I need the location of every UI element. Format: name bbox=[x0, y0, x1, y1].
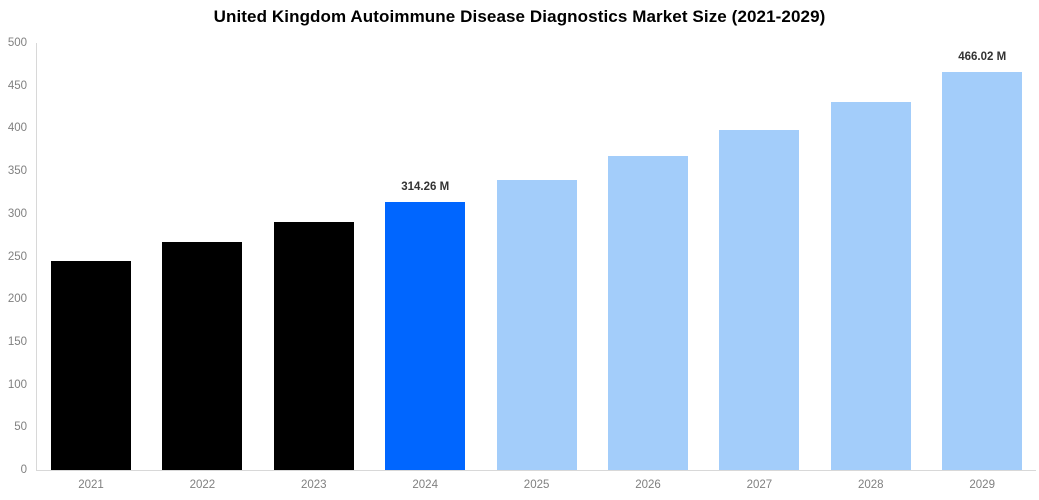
x-tick-label-2023: 2023 bbox=[301, 479, 327, 491]
bar-2025 bbox=[496, 180, 577, 470]
y-tick-label: 50 bbox=[14, 421, 27, 434]
bar-2029 bbox=[942, 72, 1023, 470]
y-tick-label: 150 bbox=[7, 335, 27, 348]
x-tick-label-2029: 2029 bbox=[969, 479, 995, 491]
x-tick-label-2025: 2025 bbox=[523, 479, 550, 491]
bar-2026 bbox=[608, 156, 688, 470]
bar-2021 bbox=[51, 261, 131, 470]
bar-2022 bbox=[162, 242, 243, 470]
y-tick-label: 100 bbox=[7, 378, 27, 391]
x-tick-label-2021: 2021 bbox=[78, 479, 104, 491]
y-tick-label: 400 bbox=[7, 122, 27, 135]
y-axis-line bbox=[36, 43, 37, 470]
chart-title: United Kingdom Autoimmune Disease Diagno… bbox=[213, 7, 826, 26]
y-tick-label: 250 bbox=[7, 250, 27, 263]
bar-value-label-2029: 466.02 M bbox=[958, 51, 1007, 63]
y-tick-label: 500 bbox=[7, 37, 27, 49]
y-tick-label: 300 bbox=[7, 207, 27, 220]
y-tick-label: 200 bbox=[7, 293, 27, 306]
y-tick-label: 0 bbox=[20, 464, 27, 476]
x-tick-label-2022: 2022 bbox=[189, 479, 216, 491]
y-tick-label: 350 bbox=[7, 165, 27, 178]
x-tick-label-2028: 2028 bbox=[858, 479, 884, 491]
bar-2028 bbox=[830, 102, 911, 470]
x-axis-line bbox=[36, 470, 1036, 471]
y-tick-label: 450 bbox=[7, 79, 27, 92]
bar-2023 bbox=[273, 222, 354, 470]
x-tick-label-2027: 2027 bbox=[746, 479, 773, 491]
x-tick-label-2026: 2026 bbox=[635, 479, 661, 491]
bar-2027 bbox=[719, 130, 800, 470]
bar-2024 bbox=[385, 202, 466, 470]
x-tick-label-2024: 2024 bbox=[412, 479, 438, 491]
bar-value-label-2024: 314.26 M bbox=[401, 181, 450, 193]
